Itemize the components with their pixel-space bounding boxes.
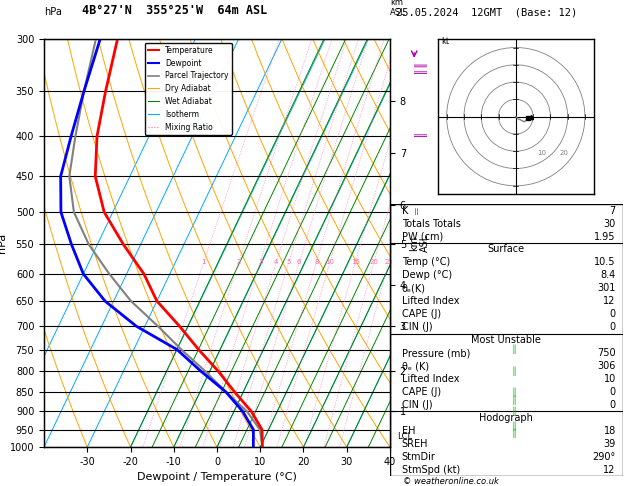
Text: kt: kt <box>442 37 450 46</box>
Text: ║║: ║║ <box>413 59 426 73</box>
Text: 4B°27'N  355°25'W  64m ASL: 4B°27'N 355°25'W 64m ASL <box>82 4 267 17</box>
Text: 0: 0 <box>610 400 616 410</box>
Text: Surface: Surface <box>487 244 525 255</box>
Text: Dewp (°C): Dewp (°C) <box>402 270 452 280</box>
Text: 0: 0 <box>610 322 616 332</box>
Y-axis label: km
ASL: km ASL <box>409 234 430 252</box>
Text: EH: EH <box>402 426 415 436</box>
Text: Lifted Index: Lifted Index <box>402 374 459 384</box>
Text: 10: 10 <box>537 150 546 156</box>
Text: 0: 0 <box>610 387 616 397</box>
Text: 0: 0 <box>610 309 616 319</box>
Text: 25.05.2024  12GMT  (Base: 12): 25.05.2024 12GMT (Base: 12) <box>396 7 577 17</box>
Text: PW (cm): PW (cm) <box>402 231 443 242</box>
Text: StmSpd (kt): StmSpd (kt) <box>402 465 460 475</box>
Text: CAPE (J): CAPE (J) <box>402 309 441 319</box>
Text: Lifted Index: Lifted Index <box>402 296 459 306</box>
Text: 30: 30 <box>603 219 616 228</box>
Text: Totals Totals: Totals Totals <box>402 219 460 228</box>
Text: 39: 39 <box>603 439 616 449</box>
Text: ║: ║ <box>511 387 516 397</box>
Text: CAPE (J): CAPE (J) <box>402 387 441 397</box>
Text: 306: 306 <box>598 361 616 371</box>
Text: Pressure (mb): Pressure (mb) <box>402 348 470 358</box>
Text: 25: 25 <box>384 260 393 265</box>
Text: hPa: hPa <box>44 7 62 17</box>
Text: 8.4: 8.4 <box>601 270 616 280</box>
Text: Most Unstable: Most Unstable <box>471 335 542 345</box>
Text: 750: 750 <box>597 348 616 358</box>
Text: StmDir: StmDir <box>402 452 435 462</box>
Text: K: K <box>402 206 408 216</box>
Text: ║: ║ <box>511 367 516 376</box>
Text: ║: ║ <box>511 429 516 438</box>
Legend: Temperature, Dewpoint, Parcel Trajectory, Dry Adiabat, Wet Adiabat, Isotherm, Mi: Temperature, Dewpoint, Parcel Trajectory… <box>145 43 232 135</box>
Text: ║: ║ <box>511 345 516 354</box>
Text: 1: 1 <box>201 260 206 265</box>
Text: CIN (J): CIN (J) <box>402 322 432 332</box>
Text: CIN (J): CIN (J) <box>402 400 432 410</box>
Text: © weatheronline.co.uk: © weatheronline.co.uk <box>403 477 498 486</box>
Y-axis label: hPa: hPa <box>0 233 7 253</box>
Text: θₑ(K): θₑ(K) <box>402 283 426 294</box>
Text: Temp (°C): Temp (°C) <box>402 258 450 267</box>
Text: 20: 20 <box>369 260 378 265</box>
Text: ║: ║ <box>511 395 516 405</box>
Text: SREH: SREH <box>402 439 428 449</box>
Text: 18: 18 <box>603 426 616 436</box>
Text: θₑ (K): θₑ (K) <box>402 361 429 371</box>
Text: 290°: 290° <box>593 452 616 462</box>
Text: 301: 301 <box>598 283 616 294</box>
Text: 10: 10 <box>603 374 616 384</box>
Text: ║: ║ <box>511 407 516 416</box>
Text: 8: 8 <box>314 260 318 265</box>
Text: 12: 12 <box>603 296 616 306</box>
Text: km
ASL: km ASL <box>390 0 406 17</box>
Text: 5: 5 <box>286 260 291 265</box>
Text: LCL: LCL <box>397 432 412 441</box>
Text: 1.95: 1.95 <box>594 231 616 242</box>
Text: ═: ═ <box>413 208 423 215</box>
Text: 10.5: 10.5 <box>594 258 616 267</box>
Text: 10: 10 <box>325 260 335 265</box>
Text: Hodograph: Hodograph <box>479 413 533 423</box>
Text: ║: ║ <box>511 421 516 431</box>
Text: 20: 20 <box>560 150 569 156</box>
Text: ║: ║ <box>413 129 426 136</box>
Text: 12: 12 <box>603 465 616 475</box>
Text: 6: 6 <box>297 260 301 265</box>
Text: 7: 7 <box>610 206 616 216</box>
Text: 2: 2 <box>237 260 241 265</box>
Text: 4: 4 <box>274 260 278 265</box>
X-axis label: Dewpoint / Temperature (°C): Dewpoint / Temperature (°C) <box>137 472 297 483</box>
Text: 15: 15 <box>351 260 360 265</box>
Text: 3: 3 <box>258 260 262 265</box>
